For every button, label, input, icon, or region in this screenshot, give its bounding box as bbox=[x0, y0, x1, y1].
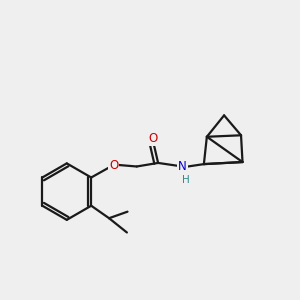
Text: O: O bbox=[109, 158, 118, 172]
Text: N: N bbox=[178, 160, 187, 173]
Text: H: H bbox=[182, 175, 190, 185]
Text: O: O bbox=[148, 132, 158, 145]
